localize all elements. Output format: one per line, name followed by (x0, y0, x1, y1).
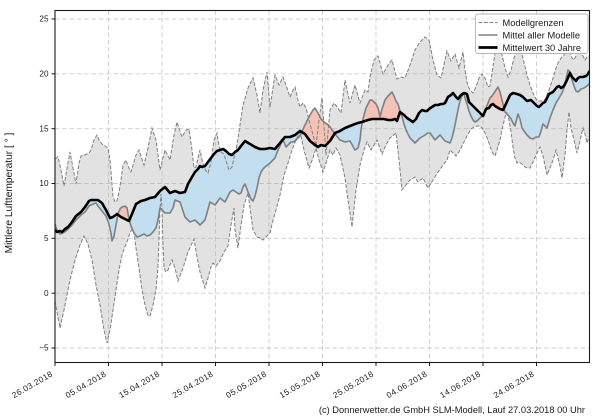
svg-text:Mittlere Lufttemperatur [ ° ]: Mittlere Lufttemperatur [ ° ] (4, 132, 15, 253)
svg-text:(c) Donnerwetter.de GmbH SLM-M: (c) Donnerwetter.de GmbH SLM-Modell, Lau… (319, 405, 585, 415)
svg-text:15: 15 (39, 124, 49, 133)
svg-text:Mittelwert 30 Jahre: Mittelwert 30 Jahre (503, 43, 582, 53)
svg-text:5: 5 (44, 234, 49, 243)
svg-text:Modellgrenzen: Modellgrenzen (503, 18, 564, 28)
svg-text:10: 10 (39, 179, 49, 188)
svg-text:20: 20 (39, 70, 49, 79)
svg-text:0: 0 (44, 289, 49, 298)
svg-text:−5: −5 (39, 344, 49, 353)
svg-text:Mittel aller Modelle: Mittel aller Modelle (503, 31, 581, 41)
svg-text:25: 25 (39, 15, 49, 24)
